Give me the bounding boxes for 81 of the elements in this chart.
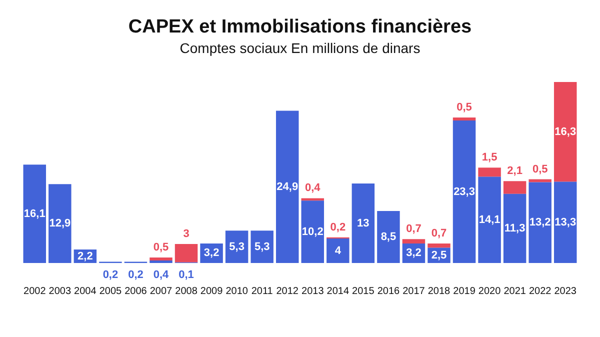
data-label: 0,5 xyxy=(532,163,548,176)
data-label: 0,7 xyxy=(431,227,447,240)
chart-subtitle: Comptes sociaux En millions de dinars xyxy=(180,40,420,56)
bar xyxy=(554,182,577,263)
bar xyxy=(528,182,552,263)
x-tick-label: 2019 xyxy=(453,286,476,297)
bar xyxy=(428,243,450,248)
data-label: 0,1 xyxy=(178,269,194,282)
x-tick-label: 2023 xyxy=(554,286,577,297)
bar xyxy=(554,82,577,182)
x-tick-label: 2004 xyxy=(74,286,97,297)
x-tick-label: 2003 xyxy=(48,286,72,297)
bar xyxy=(352,184,375,263)
bar xyxy=(250,230,274,263)
bar xyxy=(150,258,172,261)
data-label: 3 xyxy=(183,228,190,240)
data-label: 5,3 xyxy=(254,240,270,253)
bar xyxy=(528,179,552,182)
x-tick-label: 2016 xyxy=(377,286,400,297)
x-tick-label: 2006 xyxy=(124,286,148,297)
data-label: 11,3 xyxy=(504,222,526,234)
data-label: 16,1 xyxy=(24,208,46,220)
x-tick-label: 2005 xyxy=(99,286,122,297)
data-label: 0,2 xyxy=(102,269,118,282)
x-tick-label: 2012 xyxy=(276,286,299,297)
bar xyxy=(402,239,426,244)
bar xyxy=(503,194,526,263)
data-label: 3,2 xyxy=(406,247,422,260)
bar xyxy=(225,230,248,263)
data-label: 0,2 xyxy=(330,221,346,234)
bar xyxy=(301,198,324,201)
bar xyxy=(48,184,72,263)
chart-title: CAPEX et Immobilisations financières xyxy=(128,16,472,38)
data-label: 16,3 xyxy=(554,126,576,138)
x-tick-label: 2011 xyxy=(251,286,274,297)
data-label: 0,5 xyxy=(456,102,472,114)
bar xyxy=(478,176,501,263)
data-label: 10,2 xyxy=(302,226,324,238)
x-tick-label: 2002 xyxy=(24,286,46,297)
data-label: 23,3 xyxy=(454,186,475,198)
bar xyxy=(377,211,400,263)
x-tick-label: 2018 xyxy=(428,286,451,297)
data-label: 13 xyxy=(357,217,370,230)
bar xyxy=(276,110,299,263)
bar xyxy=(23,164,46,263)
data-label: 2,5 xyxy=(431,249,447,262)
data-label: 12,9 xyxy=(49,218,71,230)
bar xyxy=(452,118,476,121)
data-label: 24,9 xyxy=(276,180,298,193)
data-label: 13,2 xyxy=(529,216,551,229)
x-tick-label: 2009 xyxy=(200,286,224,297)
data-label: 1,5 xyxy=(482,152,498,164)
data-label: 0,4 xyxy=(153,269,170,282)
data-label: 5,3 xyxy=(229,240,244,253)
data-label: 8,5 xyxy=(380,231,396,244)
bar xyxy=(326,238,350,263)
x-tick-label: 2020 xyxy=(478,286,502,297)
bar xyxy=(503,181,526,194)
data-label: 2,1 xyxy=(507,165,522,178)
bar xyxy=(174,244,198,262)
x-tick-label: 2015 xyxy=(352,286,375,297)
data-label: 3,2 xyxy=(204,247,220,260)
bar xyxy=(452,120,476,263)
x-tick-label: 2014 xyxy=(326,286,350,297)
x-tick-label: 2013 xyxy=(302,286,324,297)
x-tick-label: 2010 xyxy=(226,286,248,297)
x-tick-label: 2021 xyxy=(504,286,526,297)
data-label: 0,4 xyxy=(304,182,322,194)
data-label: 0,7 xyxy=(406,223,422,236)
data-label: 0,5 xyxy=(153,242,169,254)
bar xyxy=(301,200,324,263)
data-label: 4 xyxy=(334,244,342,257)
data-label: 0,2 xyxy=(128,269,144,282)
data-label: 14,1 xyxy=(478,214,500,226)
x-tick-label: 2022 xyxy=(528,286,552,297)
x-tick-label: 2017 xyxy=(402,286,426,297)
x-tick-label: 2007 xyxy=(150,286,173,297)
x-tick-label: 2008 xyxy=(175,286,198,297)
data-label: 2,2 xyxy=(78,250,93,262)
bar xyxy=(478,168,501,177)
data-label: 13,3 xyxy=(554,216,576,228)
